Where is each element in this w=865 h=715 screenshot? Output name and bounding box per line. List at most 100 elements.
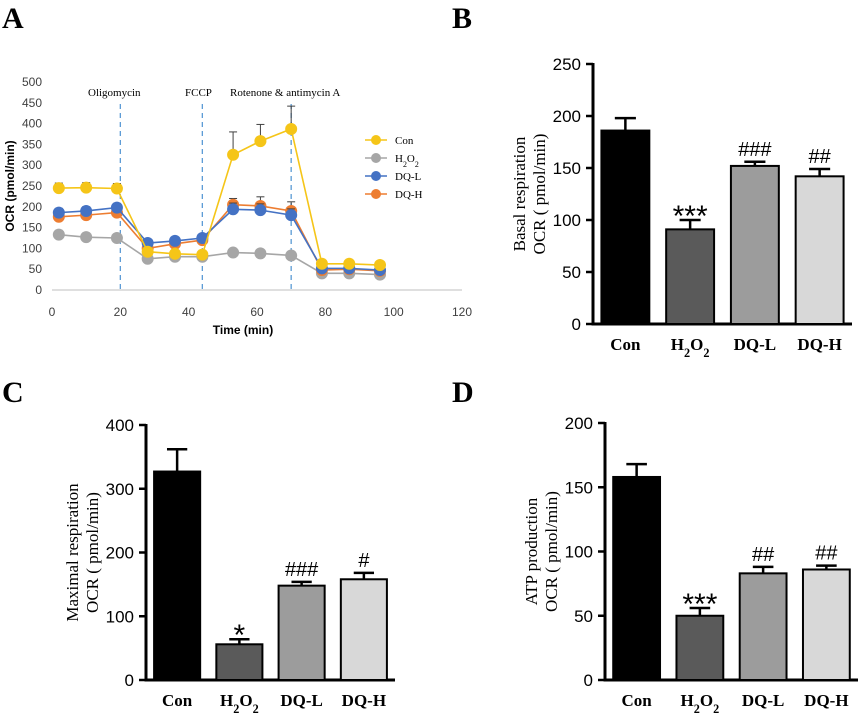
data-point [315, 257, 328, 270]
x-tick-label: DQ-H [797, 335, 841, 354]
significance-mark: *** [682, 588, 717, 621]
significance-mark: ### [738, 139, 772, 161]
y-tick-label: 50 [562, 263, 581, 282]
data-point [196, 232, 209, 244]
y-axis-title: ATP production [522, 497, 541, 605]
y-tick-label: 150 [22, 221, 42, 235]
y-tick-label: 250 [553, 55, 581, 74]
legend-marker [371, 135, 381, 145]
data-point [254, 204, 267, 217]
legend-marker [371, 189, 381, 199]
legend-label: DQ-H [395, 189, 423, 201]
data-point [227, 148, 240, 161]
y-tick-label: 450 [22, 96, 42, 110]
bar-con [153, 470, 202, 681]
data-point [285, 123, 298, 136]
data-point [343, 257, 356, 270]
y-tick-label: 250 [22, 179, 42, 193]
x-tick-label: 100 [384, 305, 404, 319]
y-tick-label: 50 [29, 262, 43, 276]
bar-h2o2 [675, 614, 725, 681]
y-tick-label: 350 [22, 137, 42, 151]
data-point [254, 135, 267, 148]
x-tick-label: 40 [182, 305, 196, 319]
data-point [141, 245, 154, 258]
y-axis-title: OCR ( pmol/min) [83, 492, 102, 613]
x-tick-label: 80 [319, 305, 333, 319]
injection-label: FCCP [185, 87, 212, 99]
x-tick-label: 0 [49, 305, 56, 319]
significance-mark: * [234, 619, 246, 652]
bar-dq-l [729, 164, 780, 325]
x-tick-label: DQ-L [742, 691, 785, 710]
x-tick-label: 60 [250, 305, 264, 319]
injection-label: Oligomycin [88, 87, 141, 99]
line-chart-ocr-time: 0 20 40 60 80 100 120 0 50 100 150 200 250 300 350 400 4… [3, 75, 472, 337]
panel-label-c: C [2, 376, 24, 409]
y-tick-label: 200 [106, 544, 134, 563]
data-point [227, 203, 240, 216]
bar-dq-h [801, 568, 851, 681]
y-tick-label: 300 [106, 480, 134, 499]
y-tick-label: 100 [565, 543, 593, 562]
series-line-con [58, 127, 381, 266]
y-tick-label: 50 [574, 607, 593, 626]
y-tick-label: 200 [565, 414, 593, 433]
x-tick-label: DQ-H [342, 691, 386, 710]
x-tick-label: DQ-H [804, 691, 848, 710]
data-point [52, 182, 65, 195]
y-tick-label: 150 [553, 159, 581, 178]
y-axis-title: Maximal respiration [63, 483, 82, 622]
y-tick-label: 100 [553, 211, 581, 230]
data-point [52, 228, 65, 241]
injection-label: Rotenone & antimycin A [230, 87, 340, 99]
y-tick-label: 100 [22, 241, 42, 255]
significance-mark: # [358, 550, 370, 572]
y-tick-label: 400 [22, 117, 42, 131]
data-point [80, 231, 93, 244]
data-point [110, 232, 123, 244]
x-tick-label: DQ-L [280, 691, 323, 710]
y-tick-label: 0 [572, 315, 581, 334]
y-tick-label: 200 [22, 200, 42, 214]
significance-mark: *** [673, 200, 708, 233]
y-tick-label: 150 [565, 478, 593, 497]
data-point [285, 249, 298, 262]
data-point [110, 201, 123, 214]
bar-dq-h [794, 175, 845, 325]
y-tick-label: 500 [22, 75, 42, 89]
data-point [374, 259, 386, 272]
legend-marker [371, 171, 381, 181]
panel-label-d: D [452, 376, 474, 409]
bar-con [600, 129, 651, 325]
panel-label-b: B [452, 2, 472, 35]
significance-mark: ### [285, 559, 319, 581]
y-axis-title: OCR ( pmol/min) [542, 491, 561, 612]
bar-dq-l [277, 584, 326, 682]
data-point [52, 206, 65, 219]
y-tick-label: 300 [22, 158, 42, 172]
y-tick-label: 0 [584, 671, 593, 690]
data-point [80, 204, 93, 217]
legend-marker [371, 153, 381, 163]
y-axis-title: OCR (pmol/min) [3, 140, 17, 231]
data-point [169, 247, 181, 260]
y-tick-label: 0 [125, 671, 134, 690]
bar-chart-basal-respiration: 0 50 100 150 200 250 Basal respiration OCR ( pm… [510, 55, 852, 360]
x-tick-label: 120 [452, 305, 472, 319]
data-point [196, 248, 209, 261]
data-point [285, 209, 298, 222]
x-tick-label: Con [162, 691, 193, 710]
y-axis-title: OCR ( pmol/min) [530, 134, 549, 255]
y-axis-title: Basal respiration [510, 136, 529, 251]
x-tick-label: H2O2 [671, 335, 710, 360]
significance-mark: ## [809, 146, 832, 168]
significance-mark: ## [752, 544, 775, 566]
x-tick-label: 20 [114, 305, 128, 319]
x-axis-title: Time (min) [213, 323, 273, 337]
data-point [80, 181, 93, 194]
significance-mark: ## [815, 543, 838, 565]
bar-con [612, 475, 662, 681]
series-line-dq-l [58, 206, 381, 271]
